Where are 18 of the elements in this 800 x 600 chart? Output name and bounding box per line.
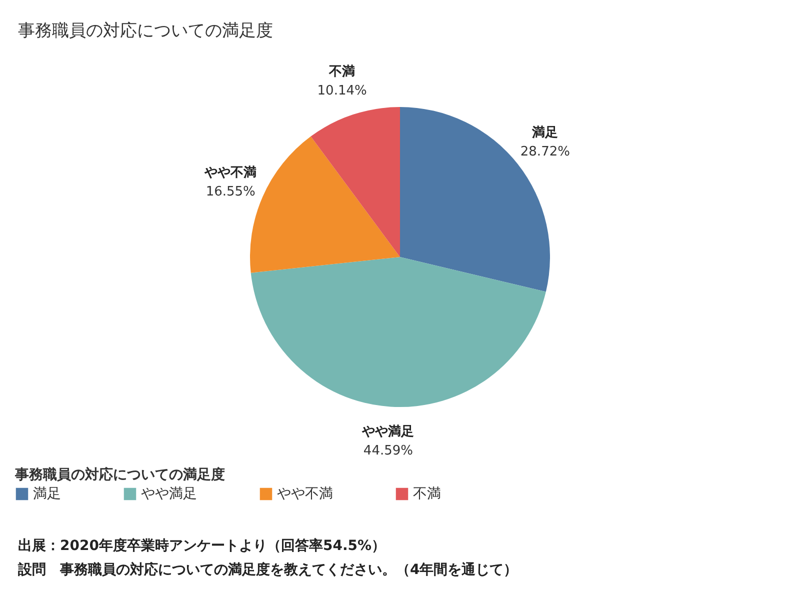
slice-label: やや満足 bbox=[361, 424, 414, 440]
legend-label: 不満 bbox=[413, 486, 441, 502]
text: 設問 事務職員の対応についての満足度を教えてください。（4年間を通じて） bbox=[17, 561, 518, 578]
slice-label: やや不満 bbox=[204, 166, 257, 181]
pie-slice bbox=[310, 107, 400, 257]
legend-label: やや不満 bbox=[277, 486, 333, 502]
legend-title: 事務職員の対応についての満足度 bbox=[14, 466, 225, 483]
data-label: 28.72% bbox=[520, 144, 570, 160]
slice-label: 満足 bbox=[531, 125, 558, 140]
legend-label: やや満足 bbox=[141, 486, 197, 502]
chart-title: 事務職員の対応についての満足度 bbox=[18, 21, 273, 41]
data-label: 10.14% bbox=[317, 83, 367, 98]
slice-label: 不満 bbox=[328, 64, 356, 80]
data-label: 16.55% bbox=[206, 184, 256, 200]
legend-label: 満足 bbox=[33, 486, 61, 502]
pie-slice bbox=[250, 257, 546, 407]
text: 出展：2020年度卒業時アンケートより（回答率54.5%） bbox=[18, 537, 386, 554]
data-label: 44.59% bbox=[363, 444, 413, 459]
